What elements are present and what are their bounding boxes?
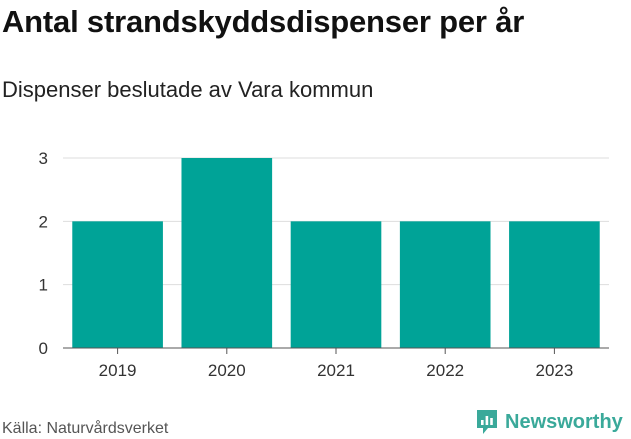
bar-2023	[509, 221, 600, 348]
bar-2021	[290, 221, 382, 348]
y-tick-label: 3	[39, 149, 48, 168]
x-tick-label: 2020	[208, 361, 246, 380]
bars	[72, 158, 600, 348]
x-tick-label: 2019	[99, 361, 137, 380]
axes: 0 1 2 3 2019 2020 2021 2022 2023	[39, 149, 609, 380]
chart-subtitle: Dispenser beslutade av Vara kommun	[2, 77, 374, 102]
newsworthy-logo-icon	[477, 410, 497, 434]
chart-title: Antal strandskyddsdispenser per år	[2, 4, 525, 39]
bar-2020	[181, 158, 273, 348]
y-tick-label: 1	[39, 276, 48, 295]
bar-chart: 0 1 2 3 2019 2020 2021 2022 2023	[39, 149, 609, 380]
x-tick-label: 2023	[535, 361, 573, 380]
x-tick-label: 2022	[426, 361, 464, 380]
x-tick-label: 2021	[317, 361, 355, 380]
bar-2019	[72, 221, 163, 348]
y-tick-label: 0	[39, 339, 48, 358]
brand-logo: Newsworthy	[475, 409, 623, 435]
source-note: Källa: Naturvårdsverket	[2, 420, 169, 437]
bar-2022	[399, 221, 491, 348]
brand-name: Newsworthy	[505, 410, 623, 433]
y-tick-label: 2	[39, 212, 48, 231]
